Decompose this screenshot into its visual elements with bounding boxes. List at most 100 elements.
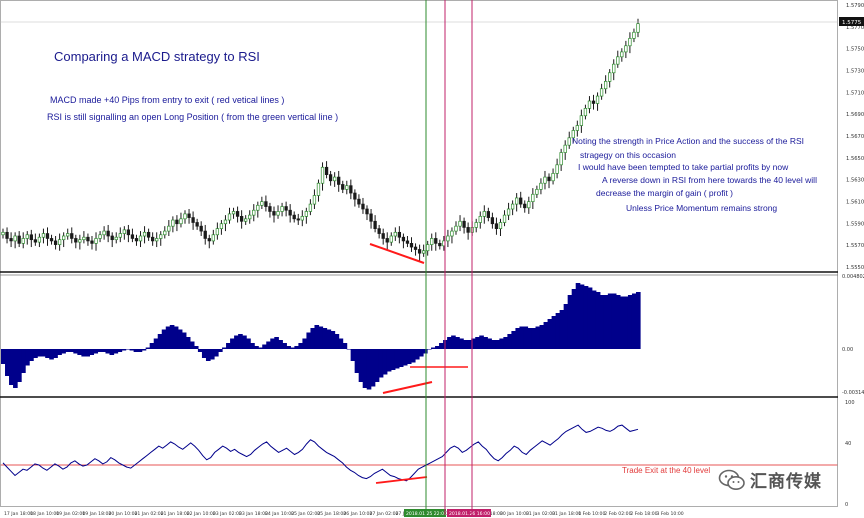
price-tick-label: 1.5630: [846, 178, 864, 184]
candle-body: [57, 239, 62, 245]
candle-body: [122, 229, 126, 234]
macd-bar: [149, 343, 155, 349]
candle-body: [539, 182, 543, 190]
time-tick-label: 18 Jan 10:00: [30, 511, 59, 517]
time-tick-label: 17 Jan 18:00: [4, 511, 33, 517]
candle-body: [159, 234, 163, 239]
macd-bar: [29, 349, 34, 361]
time-tick-label: 2 Feb 02:00: [604, 511, 631, 517]
watermark: 汇商传媒: [718, 467, 822, 492]
candle-body: [361, 203, 365, 210]
candle-body: [478, 216, 482, 223]
macd-bar: [218, 349, 223, 352]
time-tick-label: 19 Jan 02:00: [56, 511, 85, 517]
overlays: [425, 0, 473, 515]
candle-body: [126, 229, 131, 236]
macd-bar: [591, 290, 597, 349]
macd-bar: [394, 349, 400, 369]
macd-bar: [507, 334, 513, 349]
macd-bar: [539, 325, 545, 349]
macd-bar: [193, 346, 199, 349]
macd-bar: [427, 349, 432, 350]
candle-body: [328, 174, 333, 182]
macd-bar: [463, 340, 468, 349]
macd-bar: [503, 337, 508, 349]
macd-bar: [165, 326, 171, 349]
last-price-label: 1.5775: [842, 20, 862, 26]
macd-bar: [189, 341, 195, 349]
candle-body: [438, 243, 442, 247]
macd-bar: [254, 346, 259, 349]
macd-bar: [181, 332, 187, 349]
rsi-pane: 100 40 0: [0, 400, 855, 508]
macd-bar: [197, 349, 203, 352]
candle-body: [256, 204, 260, 211]
macd-bar: [33, 349, 38, 358]
macd-bar: [330, 331, 336, 349]
macd-bar: [113, 349, 119, 354]
macd-bar: [619, 296, 625, 349]
macd-bar: [53, 349, 58, 358]
pane-frames: [0, 0, 838, 507]
price-tick-label: 1.5750: [846, 47, 864, 53]
macd-bar: [242, 335, 247, 349]
macd-bar: [563, 304, 569, 349]
macd-bar: [338, 338, 344, 349]
candle-body: [519, 197, 523, 205]
macd-bar: [61, 349, 66, 354]
candle-body: [37, 236, 42, 243]
candle-body: [413, 246, 418, 250]
macd-bar: [471, 338, 476, 349]
macd-bar: [382, 349, 388, 375]
price-tick-label: 1.5690: [846, 112, 864, 118]
candle-body: [324, 166, 329, 175]
candle-body: [199, 225, 203, 232]
price-tick-label: 1.5650: [846, 156, 864, 162]
macd-tick-label: 0.00: [842, 347, 853, 353]
macd-bar: [439, 343, 444, 349]
time-tick-label: 21 Jan 18:00: [161, 511, 190, 517]
candle-body: [446, 235, 450, 242]
candle-body: [175, 219, 179, 225]
macd-bar: [137, 349, 143, 352]
macd-bar: [487, 338, 492, 349]
candle-body: [385, 238, 389, 243]
rsi-tick-label: 40: [845, 441, 851, 447]
candle-body: [207, 238, 211, 242]
macd-bar: [406, 349, 412, 364]
time-tick-label: 2 Feb 18:00: [630, 511, 657, 517]
candle-body: [393, 231, 397, 237]
time-tick-label: 23 Jan 02:00: [213, 511, 242, 517]
candle-body: [167, 225, 171, 232]
time-tick-label: 19 Jan 18:00: [82, 511, 111, 517]
candle-body: [381, 233, 385, 239]
candle-body: [231, 211, 236, 215]
candle-body: [276, 211, 280, 216]
macd-bar: [169, 325, 175, 349]
macd-bar: [89, 349, 95, 355]
price-tick-label: 1.5570: [846, 243, 864, 249]
time-tick-label: 1 Feb 10:00: [578, 511, 605, 517]
candle-body: [527, 201, 531, 209]
candle-body: [70, 233, 74, 239]
candle-body: [227, 213, 232, 221]
macd-bar: [495, 340, 500, 349]
macd-bar: [45, 349, 50, 358]
candle-body: [163, 230, 167, 236]
candle-body: [595, 95, 600, 104]
candle-body: [53, 240, 58, 245]
candle-body: [312, 195, 317, 205]
macd-bar: [515, 328, 521, 349]
macd-bar: [185, 337, 191, 349]
macd-bar: [262, 344, 267, 349]
candle-body: [434, 238, 438, 244]
candle-body: [25, 234, 29, 239]
macd-bar: [117, 349, 123, 352]
candle-body: [304, 211, 308, 217]
macd-bar: [133, 349, 139, 352]
macd-bar: [627, 295, 633, 349]
candle-body: [365, 208, 369, 215]
macd-bar: [559, 310, 565, 349]
candle-body: [579, 115, 584, 126]
